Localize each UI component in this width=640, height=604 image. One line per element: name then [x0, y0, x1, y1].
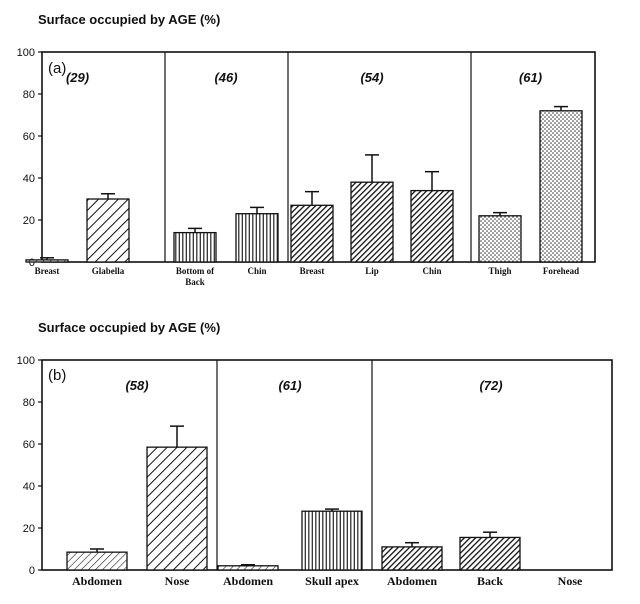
bar — [301, 510, 363, 571]
y-tick-label: 0 — [29, 257, 35, 269]
bar — [66, 551, 128, 571]
x-category-label: Thigh — [488, 266, 511, 276]
bar — [146, 446, 208, 571]
bar — [381, 546, 443, 571]
x-category-label: Abdomen — [223, 574, 273, 588]
panel-b: 0 20 40 60 80 100 (b) (58) Abdomen Nose (61) Abdome… — [17, 355, 613, 588]
bar — [290, 204, 334, 263]
bar — [86, 198, 130, 263]
bar — [217, 565, 279, 571]
x-category-label: Forehead — [543, 266, 579, 276]
y-tick-label: 60 — [23, 131, 35, 143]
x-category-label: Lip — [365, 266, 379, 276]
y-tick-label: 40 — [23, 173, 35, 185]
group-label: (29) — [66, 70, 89, 85]
panel-label: (a) — [48, 60, 66, 77]
x-category-label: Glabella — [92, 266, 125, 276]
y-tick-label: 80 — [23, 397, 35, 409]
x-category-label: Abdomen — [387, 574, 437, 588]
bar — [539, 110, 583, 263]
y-tick-label: 20 — [23, 215, 35, 227]
bar — [478, 215, 522, 263]
bar — [459, 536, 521, 571]
bar — [410, 189, 454, 263]
group-label: (61) — [278, 378, 301, 393]
panel-label: (b) — [48, 367, 66, 384]
y-tick-label: 60 — [23, 439, 35, 451]
y-tick-label: 20 — [23, 523, 35, 535]
bar — [350, 181, 394, 263]
x-category-label: Skull apex — [305, 574, 359, 588]
group-label: (72) — [479, 378, 502, 393]
group-label: (58) — [125, 378, 148, 393]
x-category-label: Back — [185, 277, 205, 287]
y-tick-label: 100 — [17, 47, 35, 59]
y-tick-label: 80 — [23, 89, 35, 101]
panel-a: 0 20 40 60 80 100 (a)(29) Breast Glabella (46) Bot… — [17, 47, 596, 287]
x-category-label: Abdomen — [72, 574, 122, 588]
y-tick-label: 100 — [17, 355, 35, 367]
chart-title-a: Surface occupied by AGE (%) — [38, 12, 220, 27]
x-category-label: Chin — [422, 266, 441, 276]
x-category-label: Bottom of — [176, 266, 215, 276]
chart-title-b: Surface occupied by AGE (%) — [38, 320, 220, 335]
bar — [235, 213, 279, 263]
y-tick-label: 0 — [29, 565, 35, 577]
x-category-label: Breast — [35, 266, 60, 276]
y-tick-label: 40 — [23, 481, 35, 493]
group-label: (61) — [519, 70, 542, 85]
x-category-label: Breast — [300, 266, 325, 276]
x-category-label: Back — [477, 574, 503, 588]
group-label: (54) — [360, 70, 383, 85]
group-label: (46) — [214, 70, 237, 85]
x-category-label: Chin — [247, 266, 266, 276]
bar — [173, 231, 217, 263]
x-category-label: Nose — [558, 574, 583, 588]
x-category-label: Nose — [165, 574, 190, 588]
bar — [25, 259, 69, 263]
